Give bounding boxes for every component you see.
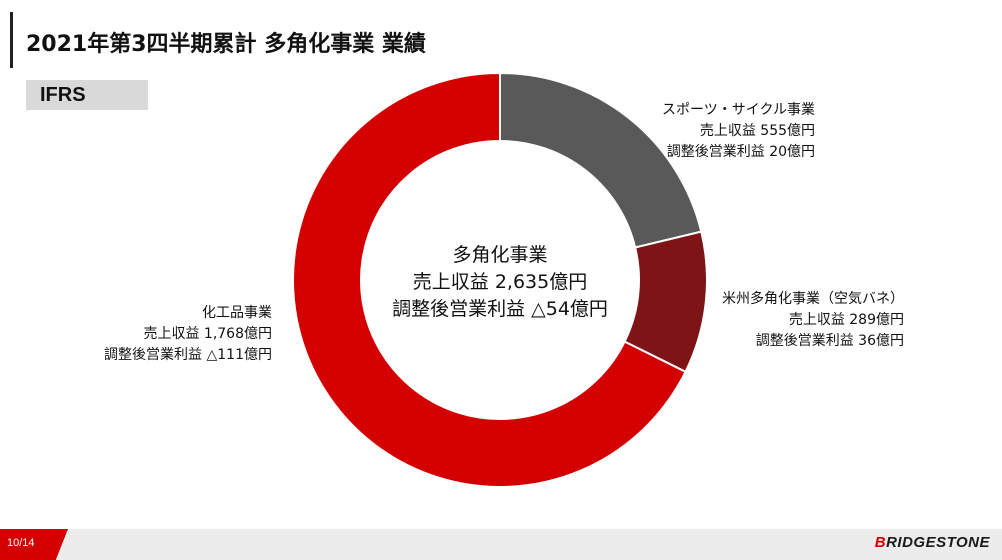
bridgestone-logo: BRIDGESTONE bbox=[874, 534, 990, 551]
title-accent-bar bbox=[10, 12, 13, 68]
label-chemical: 化工品事業 売上収益 1,768億円 調整後営業利益 △111億円 bbox=[104, 303, 272, 366]
donut-slice-0 bbox=[499, 71, 703, 249]
us-profit: 調整後営業利益 36億円 bbox=[755, 333, 904, 349]
slide-title: 2021年第3四半期累計 多角化事業 業績 bbox=[26, 32, 426, 57]
sports-revenue: 売上収益 555億円 bbox=[699, 123, 816, 139]
ifrs-badge: IFRS bbox=[26, 80, 148, 110]
center-profit: 調整後営業利益 △54億円 bbox=[392, 298, 608, 320]
logo-text: RIDGESTONE bbox=[886, 534, 990, 551]
chemical-name: 化工品事業 bbox=[202, 305, 272, 321]
chemical-revenue: 売上収益 1,768億円 bbox=[143, 326, 272, 342]
us-name: 米州多角化事業（空気バネ） bbox=[722, 291, 904, 307]
center-revenue: 売上収益 2,635億円 bbox=[412, 271, 588, 293]
label-us: 米州多角化事業（空気バネ） 売上収益 289億円 調整後営業利益 36億円 bbox=[722, 289, 904, 352]
center-name: 多角化事業 bbox=[452, 244, 548, 266]
label-sports: スポーツ・サイクル事業 売上収益 555億円 調整後営業利益 20億円 bbox=[662, 100, 815, 163]
page-number: 10/14 bbox=[0, 529, 68, 560]
center-summary: 多角化事業 売上収益 2,635億円 調整後営業利益 △54億円 bbox=[330, 242, 670, 323]
sports-name: スポーツ・サイクル事業 bbox=[662, 102, 816, 118]
page-number-text: 10/14 bbox=[7, 537, 35, 549]
sports-profit: 調整後営業利益 20億円 bbox=[666, 144, 816, 160]
chemical-profit: 調整後営業利益 △111億円 bbox=[104, 347, 272, 363]
us-revenue: 売上収益 289億円 bbox=[788, 312, 904, 328]
footer-bar bbox=[0, 529, 1002, 560]
donut-slice-2 bbox=[292, 71, 687, 488]
